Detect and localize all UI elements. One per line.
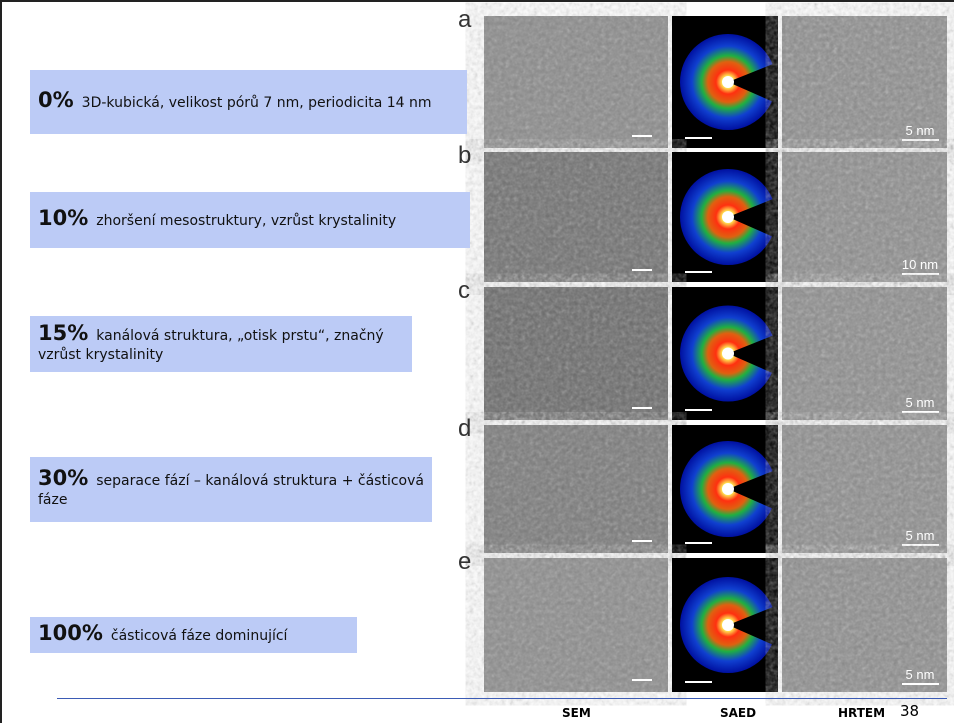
beam-center bbox=[722, 619, 734, 631]
sem-texture bbox=[484, 287, 668, 420]
box-content: 10% zhoršení mesostruktury, vzrůst krysta… bbox=[38, 209, 396, 231]
page-number: 38 bbox=[900, 702, 919, 720]
scale-label: 10 nm bbox=[902, 257, 938, 272]
text-box: 10% zhoršení mesostruktury, vzrůst krysta… bbox=[30, 192, 470, 248]
panel-letter: c bbox=[458, 277, 470, 305]
box-content: 30%separace fází – kanálová struktura + … bbox=[38, 469, 424, 510]
box-content: 0% 3D-kubická, velikost pórů 7 nm, period… bbox=[38, 91, 432, 113]
text-box: 15%kanálová struktura, „otisk prstu“, zn… bbox=[30, 316, 412, 372]
beam-center bbox=[722, 483, 734, 495]
percent: 30% bbox=[38, 466, 88, 490]
column-header: SAED bbox=[720, 706, 756, 720]
sem-texture bbox=[484, 558, 668, 692]
text-box: 0% 3D-kubická, velikost pórů 7 nm, period… bbox=[30, 70, 467, 134]
beam-center bbox=[722, 211, 734, 223]
percent: 10% bbox=[38, 206, 88, 230]
box-content: 15%kanálová struktura, „otisk prstu“, zn… bbox=[38, 324, 404, 365]
box-content: 100% částicová fáze dominující bbox=[38, 624, 287, 646]
slide: 5 nm 10 nm 5 nm 5 nm 5 nm 38 0% 3D-kubická, v… bbox=[0, 0, 954, 723]
panel-letter: b bbox=[458, 142, 471, 170]
description: zhoršení mesostruktury, vzrůst krystalin… bbox=[96, 213, 396, 229]
scale-label: 5 nm bbox=[906, 123, 935, 138]
panel-letter: a bbox=[458, 6, 471, 34]
percent: 0% bbox=[38, 88, 74, 112]
description: 3D-kubická, velikost pórů 7 nm, periodic… bbox=[82, 95, 432, 111]
beam-center bbox=[722, 76, 734, 88]
description: částicová fáze dominující bbox=[111, 628, 288, 644]
panel-letter: e bbox=[458, 548, 471, 576]
description: kanálová struktura, „otisk prstu“, značn… bbox=[38, 328, 384, 363]
text-box: 100% částicová fáze dominující bbox=[30, 617, 357, 653]
sem-texture bbox=[484, 425, 668, 553]
description: separace fází – kanálová struktura + čás… bbox=[38, 473, 424, 508]
scale-label: 5 nm bbox=[906, 667, 935, 682]
scale-label: 5 nm bbox=[906, 528, 935, 543]
sem-texture bbox=[484, 16, 668, 148]
sem-texture bbox=[484, 152, 668, 282]
beam-center bbox=[722, 348, 734, 360]
text-box: 30%separace fází – kanálová struktura + … bbox=[30, 457, 432, 522]
panel-letter: d bbox=[458, 415, 471, 443]
rule bbox=[57, 698, 947, 699]
percent: 15% bbox=[38, 321, 88, 345]
column-header: HRTEM bbox=[838, 706, 885, 720]
scale-label: 5 nm bbox=[906, 395, 935, 410]
percent: 100% bbox=[38, 621, 103, 645]
column-header: SEM bbox=[562, 706, 591, 720]
